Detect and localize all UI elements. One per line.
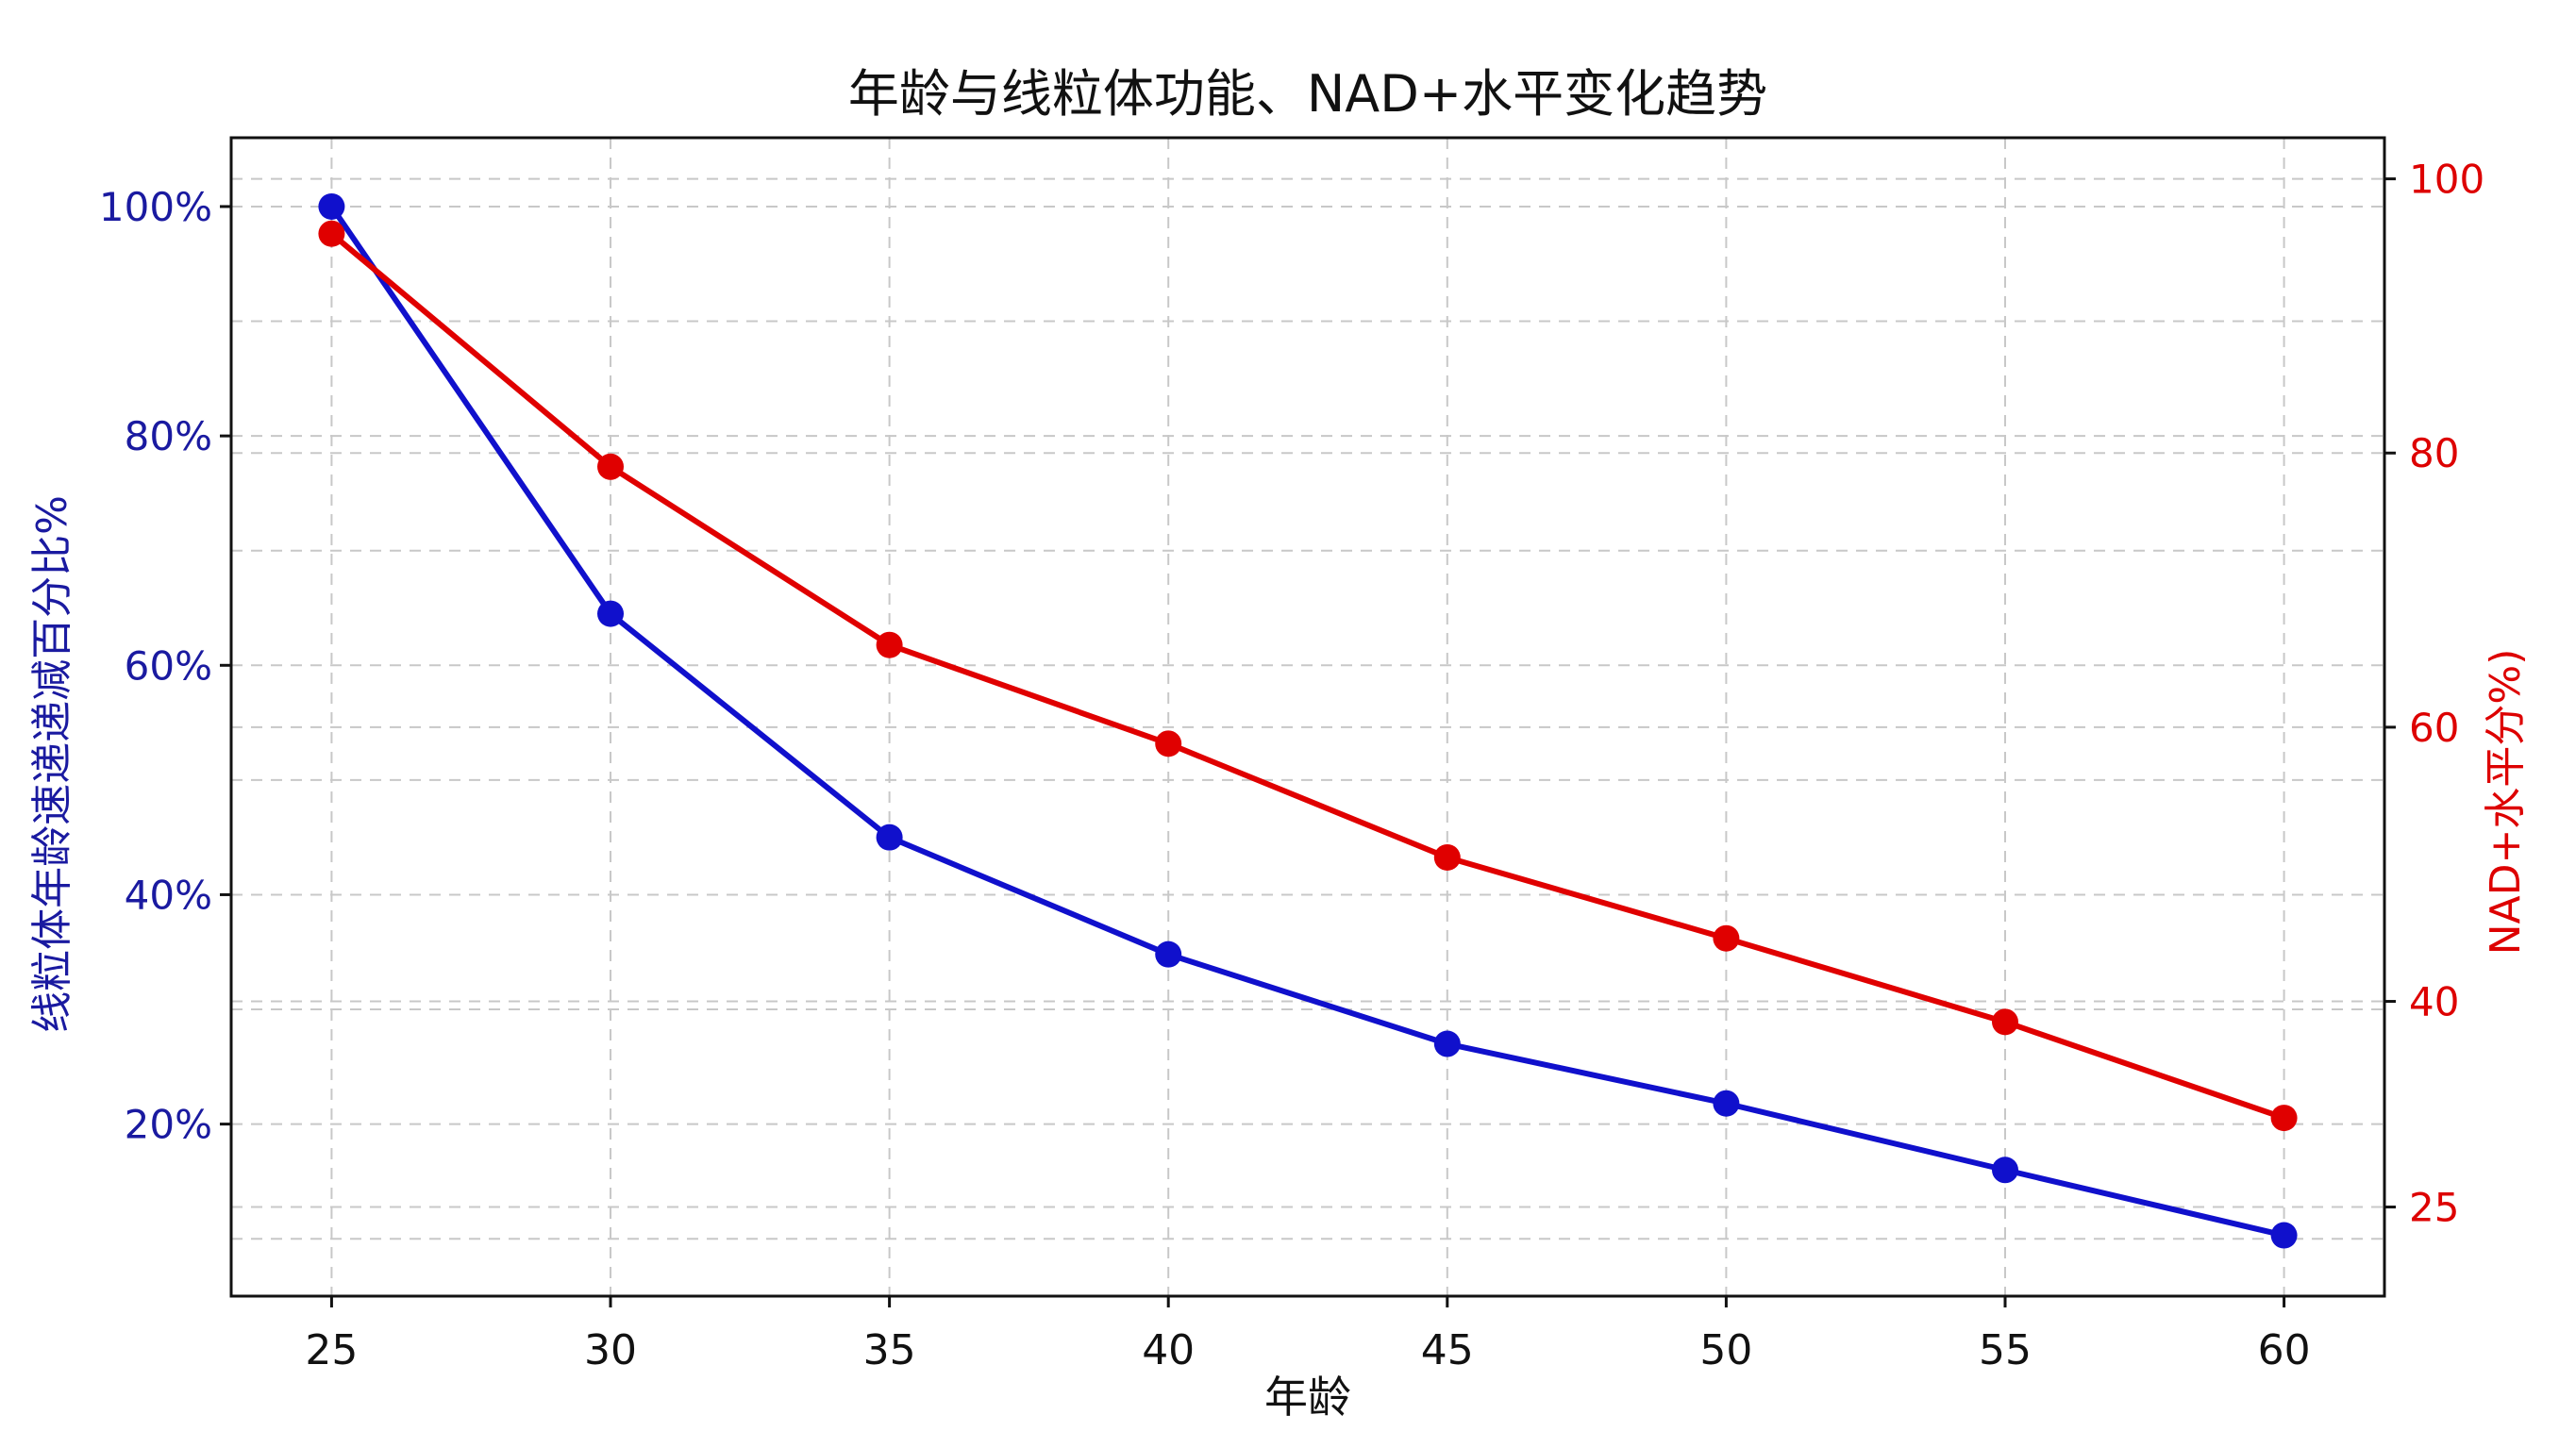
data-point-left [1713,1090,1740,1117]
x-tick-label: 30 [584,1326,637,1374]
chart-title: 年龄与线粒体功能、NAD+水平变化趋势 [848,64,1767,124]
y-axis-label-left: 线粒体年龄速递递减百分比% [28,495,76,1033]
y-axis-label-right: NAD+水平分%) [2482,649,2530,956]
y-right-tick-label: 60 [2409,705,2459,751]
y-right-tick-label: 100 [2409,157,2484,203]
x-tick-label: 25 [305,1326,358,1374]
y-left-tick-label: 20% [125,1102,212,1148]
data-point-left [597,600,625,627]
y-right-tick-label: 25 [2409,1185,2459,1231]
y-left-tick-label: 100% [99,184,212,230]
x-axis-label: 年龄 [1264,1372,1351,1423]
data-point-left [2270,1222,2298,1249]
y-left-tick-label: 80% [125,413,212,459]
x-tick-label: 60 [2258,1326,2311,1374]
x-tick-label: 50 [1699,1326,1752,1374]
x-tick-label: 40 [1142,1326,1195,1374]
data-point-right [1433,843,1461,871]
series [318,192,2298,1249]
y-left-tick-label: 40% [125,872,212,918]
data-point-left [318,192,345,220]
data-point-left [1433,1030,1461,1057]
x-tick-label: 45 [1421,1326,1474,1374]
grid [231,138,2384,1296]
plot-frame [229,136,2386,1298]
data-point-right [876,631,903,658]
data-point-right [318,220,345,247]
ticks: 25 30 35 40 45 50 55 60 20% 40% 60% 80% 100% 25 40 60 80… [99,157,2484,1374]
data-point-right [1713,924,1740,952]
data-point-right [1155,730,1182,757]
data-point-right [1991,1008,2018,1036]
data-point-right [2270,1105,2298,1132]
data-point-left [1155,940,1182,968]
data-point-left [1991,1157,2018,1184]
x-tick-label: 35 [863,1326,916,1374]
data-point-right [597,453,625,480]
series-line-left [328,203,2287,1239]
y-right-tick-label: 40 [2409,979,2459,1025]
data-point-left [876,824,903,851]
series-line-right [328,230,2287,1122]
y-right-tick-label: 80 [2409,430,2459,476]
y-left-tick-label: 60% [125,642,212,689]
x-tick-label: 55 [1979,1326,2032,1374]
